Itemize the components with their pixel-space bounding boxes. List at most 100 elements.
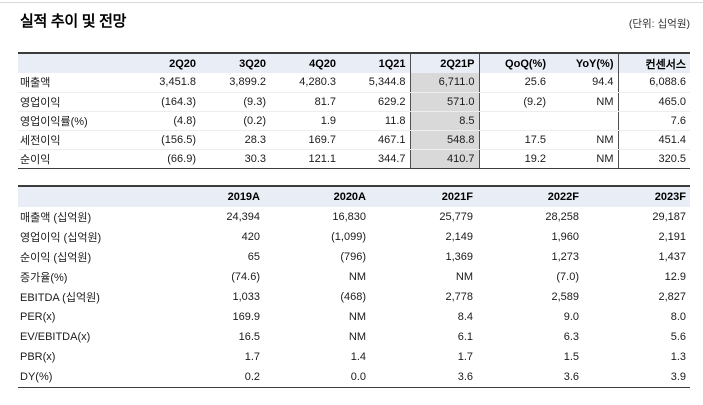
cell: 451.4 xyxy=(617,130,690,150)
cell: 629.2 xyxy=(340,92,410,112)
cell: 0.2 xyxy=(158,367,264,388)
cell: 1.4 xyxy=(350,351,366,363)
cell: 1,437 xyxy=(658,251,686,263)
cell: (1,099) xyxy=(331,231,366,243)
cell: 548.8 xyxy=(409,130,479,150)
cell: 1.7 xyxy=(244,351,260,363)
cell: 6,088.6 xyxy=(617,73,690,93)
cell: 81.7 xyxy=(270,92,340,112)
row-label: 증가율(%) xyxy=(20,272,68,284)
cell: 1,273 xyxy=(551,251,579,263)
cell: NM xyxy=(550,149,618,169)
row-label: 영업이익 (십억원) xyxy=(20,232,102,244)
cell: 8.4 xyxy=(457,311,473,323)
cell: 467.1 xyxy=(340,130,410,150)
top-divider xyxy=(0,2,703,3)
table-row: DY(%) 0.2 0.0 3.6 3.6 3.9 xyxy=(18,367,690,388)
cell: 320.5 xyxy=(617,149,690,169)
cell: (468) xyxy=(340,291,366,303)
row-label: PER(x) xyxy=(20,311,56,323)
column-header: 컨센서스 xyxy=(617,52,690,73)
cell: (156.5) xyxy=(130,130,200,150)
row-label-header xyxy=(18,52,130,73)
cell: 465.0 xyxy=(617,92,690,112)
table-row: EBITDA (십억원) 1,033 (468) 2,778 2,589 2,827 xyxy=(18,287,690,307)
cell: 2,589 xyxy=(551,291,579,303)
cell: 169.9 xyxy=(232,311,260,323)
cell: 65 xyxy=(247,251,260,263)
column-header: 2Q20 xyxy=(130,52,200,73)
cell: 6.1 xyxy=(457,331,473,343)
column-header: 2Q21P xyxy=(409,52,479,73)
unit-label: (단위: 십억원) xyxy=(628,18,690,30)
cell: 410.7 xyxy=(409,149,479,169)
cell: (0.2) xyxy=(200,111,270,131)
cell: 571.0 xyxy=(409,92,479,112)
cell: (74.6) xyxy=(231,271,260,283)
cell: NM xyxy=(348,331,366,343)
cell: 25,779 xyxy=(439,211,473,223)
cell: NM xyxy=(550,92,618,112)
cell: 1,960 xyxy=(551,231,579,243)
column-header: 2023F xyxy=(583,185,690,207)
cell: 1,033 xyxy=(232,291,260,303)
table-row: 매출액 3,451.8 3,899.2 4,280.3 5,344.8 6,711.0 25… xyxy=(18,73,690,93)
cell: 0.0 xyxy=(264,367,370,388)
row-label: EBITDA (십억원) xyxy=(20,292,100,304)
cell: 6.3 xyxy=(563,331,579,343)
column-header: YoY(%) xyxy=(550,52,618,73)
table-row: EV/EBITDA(x) 16.5 NM 6.1 6.3 5.6 xyxy=(18,327,690,347)
table-row: PER(x) 169.9 NM 8.4 9.0 8.0 xyxy=(18,307,690,327)
cell: (7.0) xyxy=(556,271,579,283)
cell: 1.3 xyxy=(670,351,686,363)
cell: (9.2) xyxy=(478,92,550,112)
table-row: 순이익 (66.9) 30.3 121.1 344.7 410.7 19.2 NM 320.5 xyxy=(18,149,690,169)
row-label: 영업이익 xyxy=(18,92,130,112)
cell: 2,778 xyxy=(445,291,473,303)
row-label: 매출액 xyxy=(18,73,130,93)
cell: 7.6 xyxy=(617,111,690,131)
row-label: 순이익 xyxy=(18,149,130,169)
cell: (796) xyxy=(340,251,366,263)
cell: 24,394 xyxy=(226,211,260,223)
header-row: 2Q20 3Q20 4Q20 1Q21 2Q21P QoQ(%) YoY(%) 컨센서스 xyxy=(18,52,690,73)
cell: 11.8 xyxy=(340,111,410,131)
column-header: 2022F xyxy=(477,185,583,207)
annual-forecast-table: 2019A 2020A 2021F 2022F 2023F 매출액 (십억원) 24,394… xyxy=(18,185,690,388)
cell: 29,187 xyxy=(652,211,686,223)
cell: 1.9 xyxy=(270,111,340,131)
cell: (4.8) xyxy=(130,111,200,131)
cell: 19.2 xyxy=(478,149,550,169)
cell: 4,280.3 xyxy=(270,73,340,93)
cell: 121.1 xyxy=(270,149,340,169)
column-header: QoQ(%) xyxy=(478,52,550,73)
cell: (164.3) xyxy=(130,92,200,112)
row-label: 순이익 (십억원) xyxy=(20,252,92,264)
row-label: 매출액 (십억원) xyxy=(20,212,92,224)
column-header: 2020A xyxy=(264,185,370,207)
table-row: 증가율(%) (74.6) NM NM (7.0) 12.9 xyxy=(18,267,690,287)
quarterly-performance-table: 2Q20 3Q20 4Q20 1Q21 2Q21P QoQ(%) YoY(%) 컨센서스 매출액… xyxy=(18,52,690,169)
cell xyxy=(550,111,618,131)
cell: 2,149 xyxy=(445,231,473,243)
cell: 3.9 xyxy=(583,367,690,388)
cell: 344.7 xyxy=(340,149,410,169)
cell: (66.9) xyxy=(130,149,200,169)
cell: 1.5 xyxy=(563,351,579,363)
table-row: PBR(x) 1.7 1.4 1.7 1.5 1.3 xyxy=(18,347,690,367)
cell: 16,830 xyxy=(332,211,366,223)
cell: 94.4 xyxy=(550,73,618,93)
table-row: 세전이익 (156.5) 28.3 169.7 467.1 548.8 17.5 NM 451.… xyxy=(18,130,690,150)
section-header: 실적 추이 및 전망 (단위: 십억원) xyxy=(20,10,690,31)
cell: 30.3 xyxy=(200,149,270,169)
row-label-header xyxy=(18,185,158,207)
cell: 9.0 xyxy=(563,311,579,323)
cell: NM xyxy=(455,271,473,283)
table-row: 순이익 (십억원) 65 (796) 1,369 1,273 1,437 xyxy=(18,247,690,267)
row-label: 영업이익률(%) xyxy=(18,111,130,131)
cell: 5,344.8 xyxy=(340,73,410,93)
cell: NM xyxy=(348,311,366,323)
cell: 28,258 xyxy=(545,211,579,223)
cell: 16.5 xyxy=(238,331,260,343)
cell: 1,369 xyxy=(445,251,473,263)
